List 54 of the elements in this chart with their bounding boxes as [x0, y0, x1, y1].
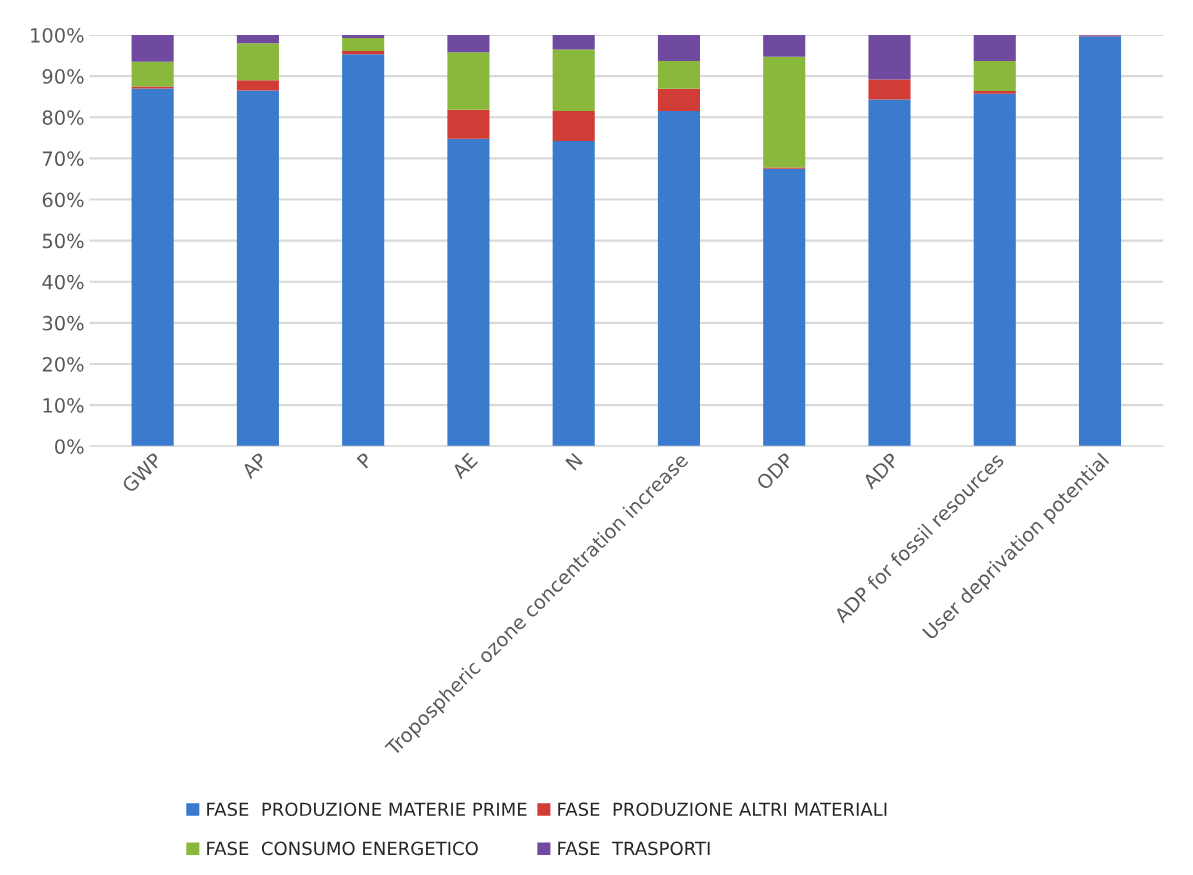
bar	[131, 88, 174, 447]
bar	[657, 88, 701, 112]
bar	[552, 111, 595, 142]
bar	[131, 35, 174, 62]
y-tick-label: 10%	[43, 398, 84, 413]
bar	[342, 51, 385, 55]
y-tick-label: 20%	[42, 356, 84, 372]
bar	[236, 43, 279, 81]
legend-label: FASE PRODUZIONE MATERIE PRIME	[207, 802, 527, 817]
bar	[868, 79, 911, 100]
bar	[973, 93, 1016, 447]
bar	[973, 35, 1016, 61]
bar	[552, 141, 595, 447]
bar	[552, 35, 595, 50]
x-tick-label: AE	[450, 452, 478, 480]
bar	[763, 35, 806, 57]
bar	[131, 86, 174, 89]
y-tick-label: 0%	[55, 439, 84, 454]
y-tick-label: 50%	[42, 233, 84, 249]
bar	[763, 56, 806, 168]
bar	[657, 111, 701, 447]
bar	[342, 37, 385, 52]
legend-label: FASE PRODUZIONE ALTRI MATERIALI	[558, 802, 887, 817]
bar	[236, 80, 279, 91]
x-tick-label: P	[356, 452, 374, 469]
bar	[973, 60, 1016, 91]
bar	[236, 35, 279, 44]
bar	[868, 35, 911, 80]
bar	[657, 35, 701, 61]
y-tick-label: 80%	[42, 110, 84, 125]
bar	[657, 60, 701, 89]
y-tick-label: 100%	[31, 27, 84, 43]
y-tick-label: 70%	[42, 151, 84, 167]
bar	[447, 52, 490, 110]
bar	[868, 99, 911, 447]
bar	[131, 61, 174, 87]
bar	[447, 109, 490, 139]
bar	[342, 35, 385, 38]
bar	[447, 138, 490, 447]
bar	[763, 168, 806, 447]
legend-label: FASE TRASPORTI	[558, 841, 710, 856]
legend-label: FASE CONSUMO ENERGETICO	[207, 841, 478, 856]
y-tick-label: 60%	[42, 192, 84, 208]
bar	[447, 35, 490, 53]
bar	[236, 90, 279, 447]
bar	[342, 54, 385, 447]
x-tick-label: N	[565, 452, 583, 471]
bar	[1078, 36, 1122, 447]
bar	[552, 49, 595, 112]
x-tick-label: AP	[240, 452, 268, 480]
y-tick-label: 30%	[42, 315, 84, 331]
y-tick-label: 90%	[42, 69, 84, 84]
y-tick-label: 40%	[42, 274, 84, 290]
bar	[973, 90, 1016, 94]
